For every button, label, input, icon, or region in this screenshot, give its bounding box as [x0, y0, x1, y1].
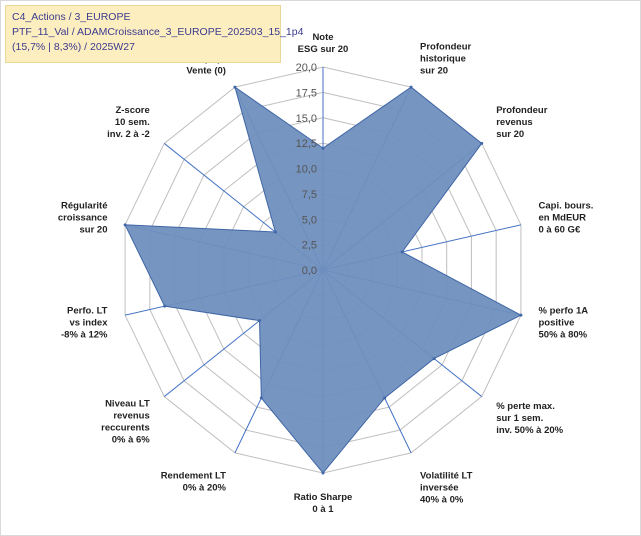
data-point [259, 396, 263, 400]
axis-label-line: 0 à 1 [312, 504, 334, 515]
axis-label-line: 0 à 60 G€ [539, 224, 581, 235]
axis-label-line: Profondeur [420, 42, 471, 53]
data-point [233, 85, 237, 89]
axis-label-line: sur 20 [420, 66, 448, 77]
axis-label-line: 0% à 20% [183, 482, 227, 493]
axis-label-line: % perte max. [496, 401, 555, 412]
axis-label-line: vs index [69, 318, 108, 329]
axis-label-line: revenus [496, 117, 532, 128]
data-point [321, 146, 325, 150]
tick-label: 17,5 [296, 87, 317, 99]
axis-label-line: ESG sur 20 [298, 44, 349, 55]
axis-label-line: Volatilité LT [420, 470, 473, 481]
axis-label-line: Z-score [115, 105, 149, 116]
axis-label-line: inv. 50% à 20% [496, 425, 563, 436]
radar-series [123, 85, 523, 475]
axis-label-line: Ratio Sharpe [294, 492, 353, 503]
portfolio-info-box: C4_Actions / 3_EUROPE PTF_11_Val / ADAMC… [5, 5, 304, 63]
axis-label-line: sur 20 [496, 129, 524, 140]
data-point [383, 396, 387, 400]
info-line-3: (15,7% | 8,3%) / 2025W27 [12, 41, 135, 53]
tick-label: 5,0 [302, 214, 317, 226]
axis-label-line: 50% à 80% [539, 330, 588, 341]
axis-label-line: croissance [58, 212, 108, 223]
axis-label-line: 10 sem. [115, 117, 150, 128]
data-point [519, 313, 523, 317]
tick-label: 10,0 [296, 164, 317, 176]
axis-label-line: Rendement LT [161, 470, 226, 481]
axis-label-line: % perfo 1A [539, 306, 589, 317]
tick-label: 7,5 [302, 189, 317, 201]
axis-label-line: Régularité [61, 200, 107, 211]
info-line-1: C4_Actions / 3_EUROPE [12, 11, 131, 23]
data-point [258, 319, 262, 323]
axis-label-line: 40% à 0% [420, 494, 464, 505]
axis-label-line: historique [420, 54, 466, 65]
data-point [480, 141, 484, 145]
axis-label-group: % perte max.sur 1 sem.inv. 50% à 20% [496, 401, 563, 436]
axis-label-line: positive [539, 318, 575, 329]
axis-label-line: sur 1 sem. [496, 413, 543, 424]
axis-label-line: revenus [113, 411, 149, 422]
tick-label: 15,0 [296, 113, 317, 125]
axis-label-line: en MdEUR [539, 212, 587, 223]
data-point [273, 230, 277, 234]
axis-label-line: 0% à 6% [112, 435, 151, 446]
radial-tick-labels: 0,0 2,5 5,0 7,5 10,0 12,5 15,0 17,5 20,0 [296, 62, 317, 277]
axis-label-line: Vente (0) [186, 66, 226, 77]
data-point [321, 471, 325, 475]
axis-label-line: sur 20 [79, 224, 107, 235]
axis-label-line: Capi. bours. [539, 200, 594, 211]
info-line-2: PTF_11_Val / ADAMCroissance_3_EUROPE_202… [12, 26, 304, 38]
axis-label-group: Rendement LT0% à 20% [161, 470, 227, 493]
data-point [400, 250, 404, 254]
axis-label-line: inversée [420, 482, 459, 493]
tick-label: 2,5 [302, 240, 317, 252]
axis-label-line: inv. 2 à -2 [107, 129, 150, 140]
axis-label-line: Note [312, 32, 333, 43]
tick-label: 0,0 [302, 265, 317, 277]
axis-label-line: reccurents [101, 423, 150, 434]
axis-label-line: Niveau LT [105, 399, 150, 410]
tick-label: 20,0 [296, 62, 317, 74]
data-point [409, 85, 413, 89]
axis-label-line: -8% à 12% [61, 330, 108, 341]
tick-label: 12,5 [296, 138, 317, 150]
axis-label-line: Perfo. LT [67, 306, 108, 317]
data-point [163, 304, 167, 308]
data-point [432, 357, 436, 361]
data-point [123, 223, 127, 227]
axis-label-line: Profondeur [496, 105, 547, 116]
